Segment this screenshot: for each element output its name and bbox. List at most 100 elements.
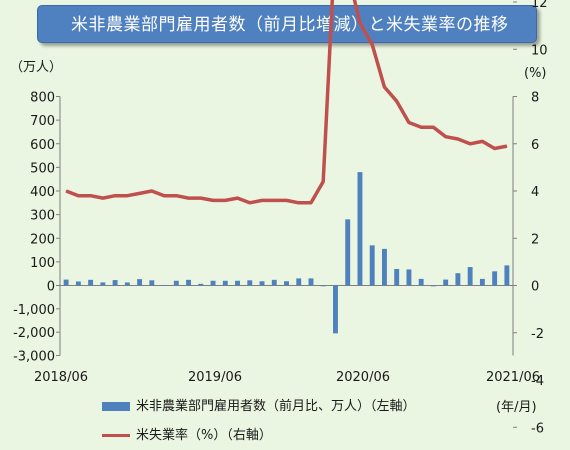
- bar-2020/03: [320, 285, 326, 287]
- left-tick-label: 200: [30, 232, 55, 247]
- bar-2019/11: [271, 279, 277, 286]
- legend-swatch-line: [102, 434, 130, 437]
- bar-2021/04: [479, 278, 485, 286]
- left-tick-label: -3,000: [13, 350, 55, 365]
- left-tick-label: 600: [30, 138, 55, 153]
- line-point-2021/04: [481, 140, 483, 142]
- bar-2020/01: [296, 278, 302, 286]
- legend-item-line: 米失業率（%）（右軸）: [102, 424, 272, 443]
- line-point-2020/02: [310, 202, 312, 204]
- bar-2019/01: [149, 280, 155, 286]
- left-axis-unit: （万人）: [10, 60, 62, 75]
- bar-2019/06: [210, 280, 216, 286]
- bar-2021/02: [455, 273, 461, 286]
- line-point-2018/10: [114, 195, 116, 197]
- line-point-2018/11: [126, 195, 128, 197]
- bar-2021/05: [492, 271, 498, 286]
- x-axis-unit: (年/月): [496, 400, 537, 415]
- left-tick-label: 100: [30, 256, 55, 271]
- line-point-2020/10: [408, 121, 410, 123]
- bar-2020/05: [345, 219, 351, 286]
- line-point-2020/03: [322, 181, 324, 183]
- line-point-2020/07: [371, 44, 373, 46]
- legend-swatch-bar: [102, 402, 130, 411]
- right-tick-label: -2: [531, 327, 544, 342]
- x-tick-label: 2019/06: [188, 370, 242, 385]
- line-point-2019/07: [224, 199, 226, 201]
- bar-2019/08: [235, 280, 240, 286]
- line-point-2021/05: [494, 147, 496, 149]
- line-point-2019/11: [273, 199, 275, 201]
- line-point-2019/01: [151, 190, 153, 192]
- left-tick-label: 0: [47, 280, 55, 295]
- right-tick-label: 0: [531, 280, 539, 295]
- line-point-2019/12: [286, 199, 287, 201]
- line-point-2020/12: [432, 126, 434, 128]
- right-tick-label: 2: [531, 232, 539, 247]
- bar-2020/02: [308, 278, 314, 286]
- bar-2020/09: [394, 268, 400, 286]
- line-point-2019/10: [261, 199, 263, 201]
- line-point-2018/06: [65, 190, 67, 192]
- legend-label-line: 米失業率（%）（右軸）: [136, 428, 272, 443]
- line-point-2021/03: [469, 143, 471, 145]
- right-tick-label: -6: [531, 421, 544, 436]
- left-tick-label: 500: [30, 161, 55, 176]
- bar-2019/02: [161, 285, 167, 286]
- bar-2019/09: [247, 280, 253, 286]
- bar-2018/09: [100, 282, 106, 286]
- bar-2021/06: [504, 265, 510, 286]
- bar-2018/07: [75, 281, 81, 286]
- bar-2018/12: [137, 279, 143, 286]
- line-point-2019/03: [175, 195, 177, 197]
- line-point-2019/04: [188, 197, 190, 199]
- left-tick-label: 700: [30, 114, 55, 129]
- line-point-2020/01: [298, 202, 300, 204]
- bar-2020/10: [406, 269, 412, 286]
- line-point-2018/07: [77, 195, 79, 197]
- right-tick-label: 10: [531, 43, 548, 58]
- right-tick-label: 12: [531, 0, 548, 11]
- line-point-2021/01: [445, 136, 447, 138]
- right-tick-label: -4: [531, 374, 544, 389]
- bar-2019/04: [186, 279, 192, 286]
- line-point-2020/11: [420, 126, 422, 128]
- bar-2019/10: [259, 281, 265, 286]
- left-tick-label: -2,000: [13, 326, 55, 341]
- line-point-2019/02: [163, 195, 165, 197]
- line-point-2020/08: [383, 86, 385, 88]
- bar-2018/06: [63, 279, 69, 286]
- line-point-2018/09: [102, 197, 104, 199]
- left-tick-label: -1,000: [13, 303, 55, 318]
- bar-2020/07: [369, 245, 375, 286]
- x-tick-label: 2021/06: [486, 370, 540, 385]
- chart-title: 米非農業部門雇用者数（前月比増減）と米失業率の推移: [37, 5, 537, 43]
- left-tick-label: 800: [30, 91, 55, 106]
- right-tick-label: 4: [531, 185, 539, 200]
- x-tick-label: 2018/06: [34, 370, 88, 385]
- bar-2021/01: [443, 279, 449, 286]
- bar-2019/03: [173, 280, 179, 286]
- right-tick-label: 6: [531, 138, 539, 153]
- bar-2018/11: [124, 282, 130, 286]
- bar-2019/05: [198, 283, 204, 286]
- left-tick-label: 400: [30, 185, 55, 200]
- bar-2019/07: [222, 280, 228, 286]
- left-tick-label: 300: [30, 209, 55, 224]
- line-point-2019/08: [237, 197, 239, 199]
- bar-2021/03: [467, 267, 473, 286]
- legend-label-bar: 米非農業部門雇用者数（前月比、万人）（左軸）: [136, 399, 416, 414]
- line-point-2020/06: [359, 22, 361, 24]
- right-axis-unit: (%): [524, 66, 547, 81]
- bar-2020/04: [333, 285, 338, 334]
- bar-2020/11: [418, 278, 424, 286]
- bar-2019/12: [284, 281, 289, 286]
- line-point-2019/05: [200, 197, 202, 199]
- bar-2018/08: [88, 279, 94, 286]
- unemployment-line: [65, 0, 508, 205]
- x-tick-label: 2020/06: [336, 370, 390, 385]
- bar-2020/08: [381, 248, 387, 286]
- bar-2020/06: [357, 172, 363, 286]
- line-point-2019/09: [249, 202, 251, 204]
